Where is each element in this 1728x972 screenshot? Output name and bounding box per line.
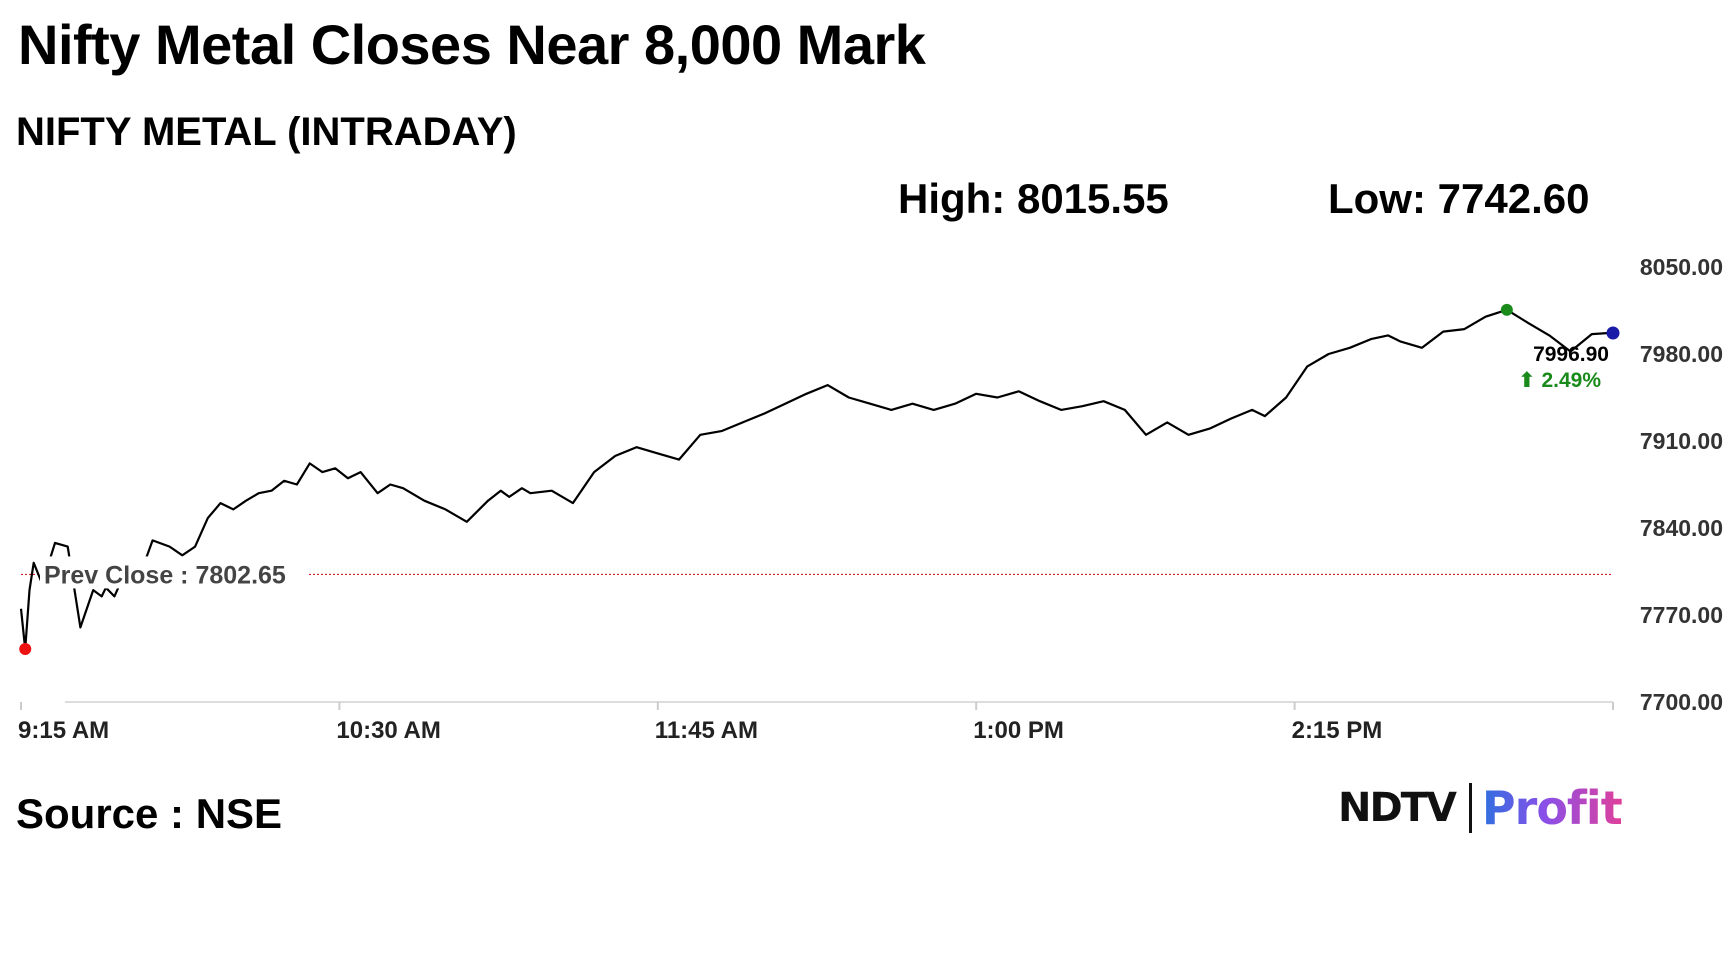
last-value-label: 7996.90 (1533, 343, 1609, 366)
last-value-marker (1606, 326, 1620, 340)
x-tick-label: 9:15 AM (18, 717, 109, 744)
x-tick-label: 1:00 PM (973, 717, 1064, 744)
change-label: ⬆ 2.49% (1518, 369, 1601, 392)
logo-ndtv-text: NDTV (1338, 785, 1457, 831)
y-tick-label: 7910.00 (1640, 428, 1723, 454)
high-value: High: 8015.55 (898, 175, 1169, 222)
x-tick-label: 11:45 AM (655, 717, 758, 744)
ndtv-profit-logo: NDTV Profit (1338, 778, 1623, 838)
prev-close-label: Prev Close : 7802.65 (44, 561, 286, 589)
logo-divider (1468, 783, 1472, 833)
y-tick-label: 7840.00 (1640, 515, 1723, 541)
x-tick-label: 10:30 AM (336, 717, 440, 744)
y-tick-label: 7700.00 (1640, 689, 1723, 715)
high-marker (1500, 303, 1513, 316)
logo-profit-text: Profit (1481, 781, 1623, 835)
chart-subtitle: NIFTY METAL (INTRADAY) (16, 110, 517, 154)
low-marker (19, 643, 32, 656)
y-tick-label: 8050.00 (1640, 254, 1723, 280)
source-note: Source : NSE (16, 790, 283, 837)
price-line (19, 308, 1609, 651)
y-tick-label: 7980.00 (1640, 341, 1723, 367)
chart-title: Nifty Metal Closes Near 8,000 Mark (18, 13, 926, 76)
x-tick-label: 2:15 PM (1292, 717, 1383, 744)
prev-close-label-bg (40, 556, 308, 589)
y-tick-label: 7770.00 (1640, 602, 1723, 628)
low-value: Low: 7742.60 (1328, 175, 1590, 222)
